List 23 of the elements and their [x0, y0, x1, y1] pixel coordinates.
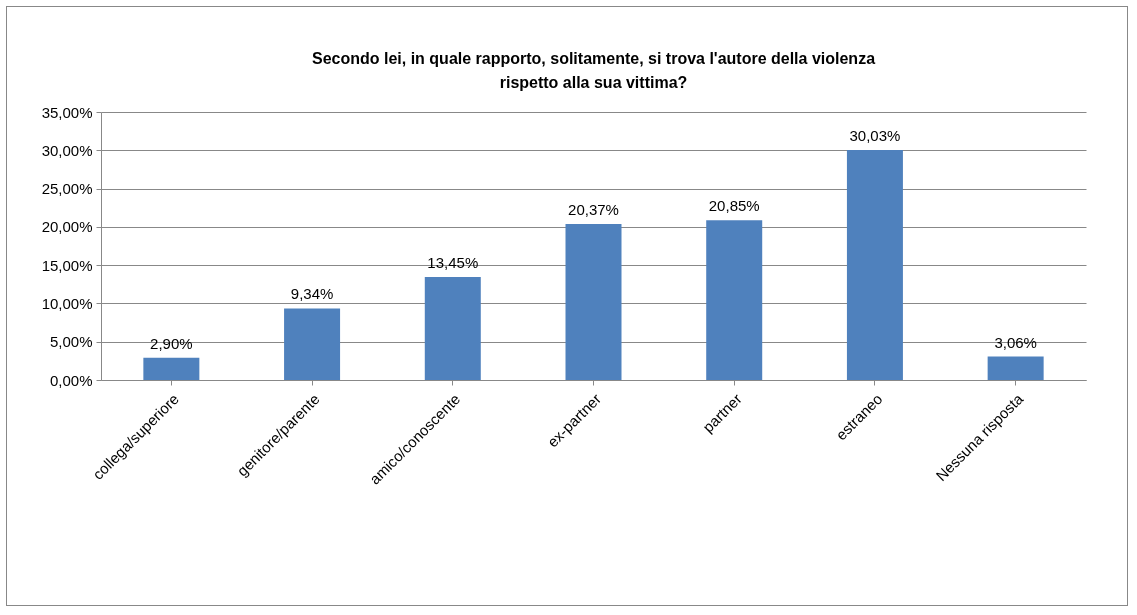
- y-tick-label: 35,00%: [41, 103, 93, 121]
- data-label: 2,90%: [150, 334, 193, 352]
- data-label: 30,03%: [849, 127, 901, 145]
- y-tick-label: 15,00%: [41, 256, 93, 274]
- bar: [424, 277, 481, 380]
- data-label: 3,06%: [994, 333, 1037, 351]
- bar: [284, 308, 341, 380]
- data-label: 9,34%: [290, 285, 334, 303]
- data-label: 20,37%: [568, 201, 619, 219]
- y-tick-label: 5,00%: [49, 333, 93, 351]
- bar: [706, 220, 763, 380]
- y-tick-label: 30,00%: [41, 141, 93, 159]
- data-label: 13,45%: [427, 254, 479, 272]
- data-label: 20,85%: [708, 197, 760, 215]
- bar: [846, 150, 903, 380]
- chart-title: Secondo lei, in quale rapporto, solitamente, si trova l'autore della violenza rispetto alla sua vittima?: [311, 50, 876, 91]
- bar: [987, 356, 1044, 380]
- bar: [565, 224, 622, 380]
- y-tick-label: 0,00%: [49, 371, 93, 389]
- y-tick-label: 10,00%: [41, 294, 93, 312]
- y-tick-label: 20,00%: [41, 218, 93, 236]
- bar: [143, 357, 200, 380]
- y-tick-label: 25,00%: [41, 180, 93, 198]
